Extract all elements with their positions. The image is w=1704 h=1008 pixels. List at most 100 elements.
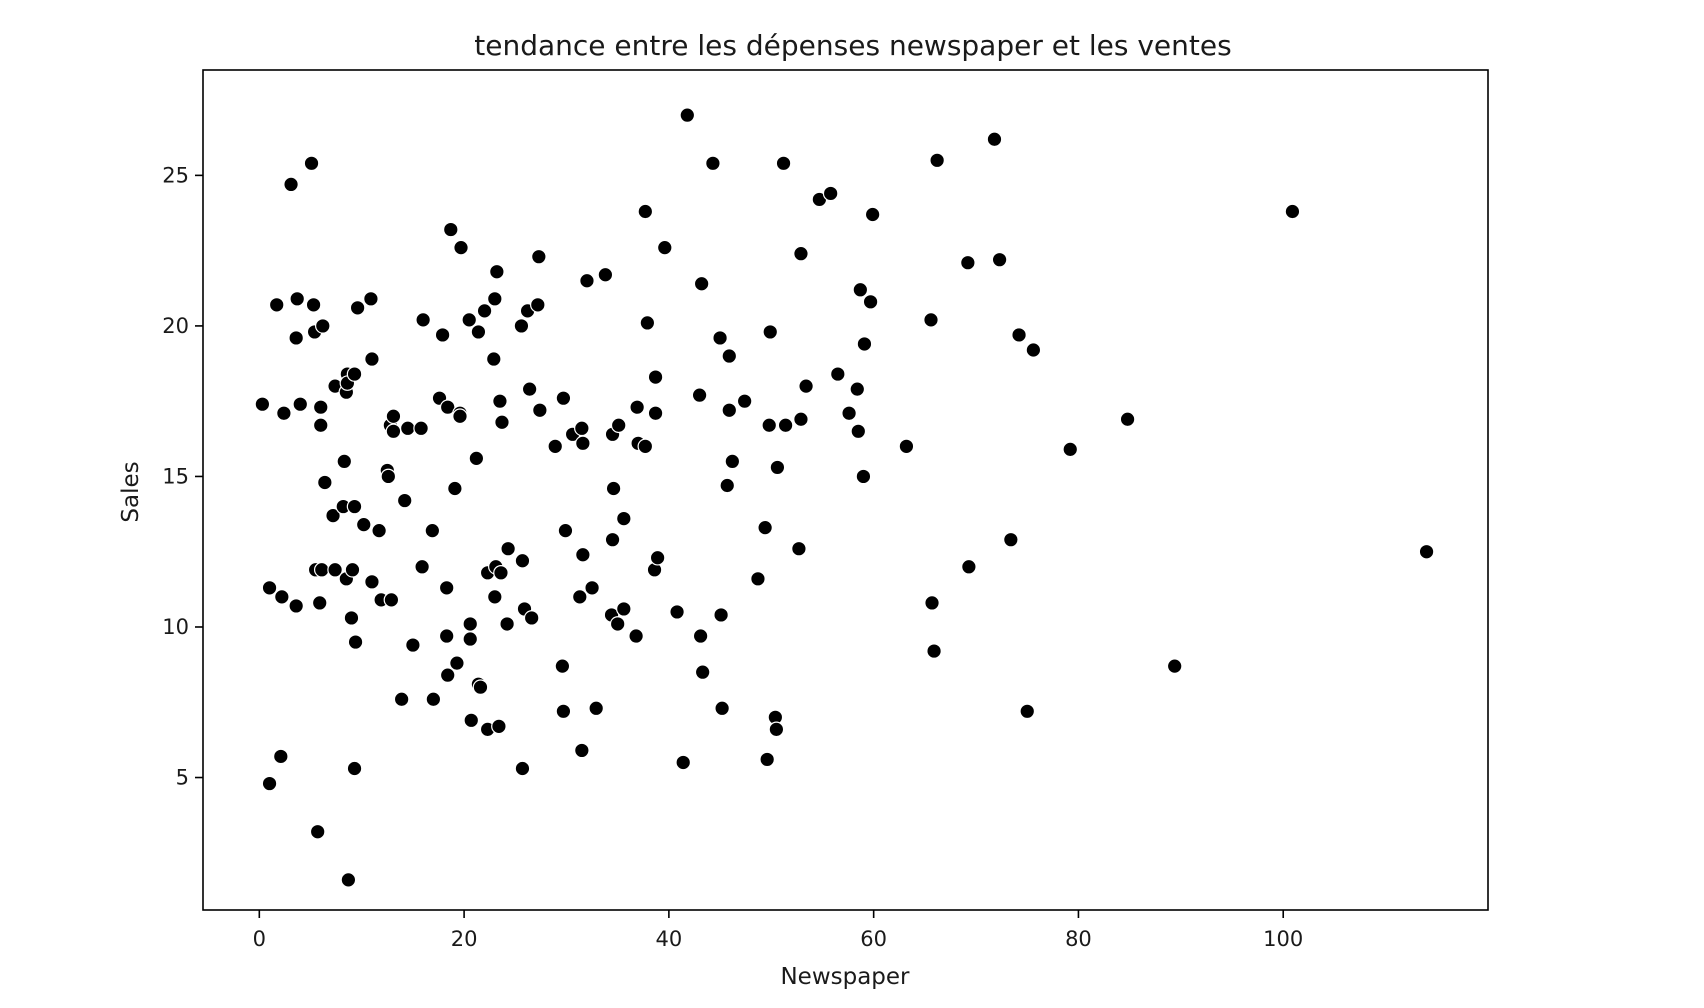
scatter-point <box>986 131 1003 148</box>
scatter-point <box>1011 327 1027 343</box>
scatter-point <box>493 564 509 581</box>
x-tick-label: 40 <box>656 927 683 951</box>
scatter-point <box>434 327 451 343</box>
scatter-point <box>693 275 710 292</box>
scatter-point <box>288 330 304 346</box>
x-axis-label: Newspaper <box>780 964 910 990</box>
scatter-point <box>383 592 400 608</box>
scatter-point <box>521 381 538 397</box>
scatter-point <box>554 658 571 674</box>
scatter-point <box>439 667 456 683</box>
scatter-point <box>575 435 591 452</box>
scatter-point <box>453 239 469 256</box>
scatter-point <box>694 664 711 680</box>
scatter-point <box>575 546 591 563</box>
scatter-point <box>261 775 278 792</box>
scatter-point <box>1166 658 1183 674</box>
scatter-point <box>793 245 809 262</box>
scatter-point <box>926 643 942 659</box>
scatter-point <box>487 589 503 605</box>
scatter-point <box>371 522 387 539</box>
y-tick-label: 15 <box>162 464 189 488</box>
scatter-point <box>757 519 773 536</box>
scatter-point <box>413 420 429 437</box>
scatter-point <box>461 312 478 328</box>
scatter-point <box>616 601 632 617</box>
scatter-point <box>719 477 736 494</box>
scatter-point <box>647 369 664 385</box>
x-tick-label: 80 <box>1065 927 1092 951</box>
scatter-point <box>385 423 402 440</box>
scatter-point <box>424 522 441 539</box>
scatter-point <box>1019 703 1036 720</box>
scatter-point <box>442 221 459 238</box>
scatter-point <box>768 721 785 738</box>
scatter-point <box>597 266 614 283</box>
plot-frame <box>202 69 1489 911</box>
scatter-point <box>628 628 644 644</box>
scatter-point <box>610 417 627 434</box>
scatter-point <box>991 251 1008 268</box>
scatter-point <box>343 610 360 626</box>
scatter-point <box>713 607 729 623</box>
scatter-point <box>492 393 508 409</box>
scatter-point <box>750 571 766 587</box>
scatter-point <box>288 598 304 614</box>
scatter-point <box>514 552 531 569</box>
scatter-point <box>647 405 664 422</box>
scatter-point <box>261 580 278 596</box>
scatter-point <box>380 468 397 485</box>
scatter-point <box>649 549 666 566</box>
scatter-point <box>547 438 564 455</box>
scatter-point <box>791 540 807 557</box>
scatter-point <box>499 616 515 632</box>
scatter-point <box>268 297 285 313</box>
scatter-point <box>487 291 503 307</box>
scatter-point <box>579 272 595 289</box>
scatter-point <box>347 634 364 650</box>
scatter-point <box>468 450 485 467</box>
scatter-point <box>679 107 696 123</box>
scatter-point <box>675 754 692 771</box>
scatter-point <box>830 366 846 382</box>
scatter-point <box>355 516 372 533</box>
scatter-point <box>669 604 685 620</box>
scatter-point <box>721 348 738 364</box>
scatter-point <box>523 610 540 626</box>
scatter-point <box>531 248 547 265</box>
scatter-point <box>692 628 709 644</box>
scatter-point <box>639 315 656 331</box>
y-tick-label: 20 <box>162 314 189 338</box>
scatter-point <box>898 438 915 455</box>
scatter-point <box>462 631 479 647</box>
scatter-point <box>724 453 741 470</box>
scatter-point <box>313 561 330 578</box>
scatter-point <box>472 679 489 696</box>
scatter-point <box>855 468 872 485</box>
scatter-point <box>273 748 289 765</box>
scatter-point <box>439 399 456 416</box>
y-tick-label: 25 <box>162 163 189 187</box>
scatter-point <box>856 336 873 352</box>
scatter-point <box>637 203 654 220</box>
y-axis-label: Sales <box>118 461 144 522</box>
scatter-point <box>415 312 431 328</box>
x-tick-label: 20 <box>451 927 478 951</box>
scatter-point <box>929 152 945 169</box>
scatter-point <box>363 291 379 307</box>
scatter-point <box>961 558 977 575</box>
scatter-point <box>494 414 510 431</box>
x-tick-label: 100 <box>1263 927 1303 951</box>
x-tick-label: 60 <box>860 927 887 951</box>
scatter-point <box>574 420 590 437</box>
scatter-point <box>616 510 632 527</box>
scatter-point <box>798 378 814 394</box>
scatter-point <box>463 712 480 729</box>
scatter-point <box>759 751 775 768</box>
scatter-point <box>1003 531 1019 548</box>
scatter-point <box>604 531 621 548</box>
scatter-point <box>960 254 976 271</box>
scatter-point <box>462 616 479 632</box>
